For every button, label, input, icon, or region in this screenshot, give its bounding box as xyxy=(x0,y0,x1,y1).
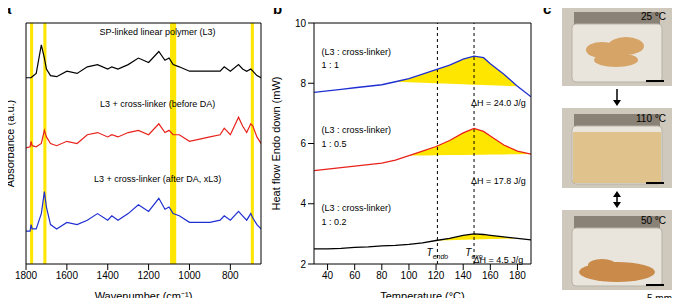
svg-text:(L3 : cross-linker): (L3 : cross-linker) xyxy=(322,47,392,57)
svg-text:L3 + cross-linker (after DA, x: L3 + cross-linker (after DA, xL3) xyxy=(94,174,221,184)
svg-text:100: 100 xyxy=(401,270,418,281)
svg-text:Texo: Texo xyxy=(465,247,483,260)
svg-text:180: 180 xyxy=(509,270,526,281)
svg-text:L3 + cross-linker (before DA): L3 + cross-linker (before DA) xyxy=(100,99,215,109)
svg-text:40: 40 xyxy=(322,270,334,281)
svg-text:ΔH = 17.8 J/g: ΔH = 17.8 J/g xyxy=(471,176,526,186)
svg-text:25 °C: 25 °C xyxy=(641,11,666,22)
svg-text:140: 140 xyxy=(455,270,472,281)
svg-text:ΔH = 4.5 J/g: ΔH = 4.5 J/g xyxy=(474,255,524,265)
svg-text:(L3 : cross-linker): (L3 : cross-linker) xyxy=(322,125,392,135)
html-text:c: c xyxy=(543,0,552,17)
svg-text:1200: 1200 xyxy=(137,270,160,281)
svg-text:4: 4 xyxy=(300,198,306,209)
svg-text:60: 60 xyxy=(349,270,361,281)
svg-text:110 °C: 110 °C xyxy=(636,113,666,124)
svg-text:Absorbance (a.u.): Absorbance (a.u.) xyxy=(8,100,16,187)
svg-text:(L3 : cross-linker): (L3 : cross-linker) xyxy=(322,203,392,213)
svg-text:2: 2 xyxy=(300,259,306,270)
svg-text:1000: 1000 xyxy=(178,270,201,281)
svg-text:1800: 1800 xyxy=(15,270,38,281)
svg-text:SP-linked linear polymer (L3): SP-linked linear polymer (L3) xyxy=(100,27,216,37)
svg-text:Heat flow Endo down (mW): Heat flow Endo down (mW) xyxy=(270,77,282,211)
svg-text:1600: 1600 xyxy=(56,270,79,281)
html-text:b: b xyxy=(273,0,283,17)
svg-text:80: 80 xyxy=(376,270,388,281)
svg-text:6: 6 xyxy=(300,138,306,149)
svg-text:ΔH = 24.0 J/g: ΔH = 24.0 J/g xyxy=(471,98,526,108)
svg-text:120: 120 xyxy=(428,270,445,281)
html-text:a: a xyxy=(3,0,12,17)
svg-text:Temperature (°C): Temperature (°C) xyxy=(380,290,464,298)
svg-text:5 mm: 5 mm xyxy=(647,293,672,298)
svg-text:50 °C: 50 °C xyxy=(641,215,666,226)
svg-text:10: 10 xyxy=(295,18,307,29)
svg-text:1 : 0.2: 1 : 0.2 xyxy=(322,217,347,227)
svg-text:Wavenumber (cm⁻¹): Wavenumber (cm⁻¹) xyxy=(95,290,193,298)
svg-text:800: 800 xyxy=(222,270,239,281)
svg-text:160: 160 xyxy=(482,270,499,281)
svg-text:Tendo: Tendo xyxy=(427,247,449,260)
svg-text:8: 8 xyxy=(300,78,306,89)
svg-text:1 : 0.5: 1 : 0.5 xyxy=(322,139,347,149)
svg-text:1 : 1: 1 : 1 xyxy=(322,60,340,70)
svg-text:1400: 1400 xyxy=(97,270,120,281)
